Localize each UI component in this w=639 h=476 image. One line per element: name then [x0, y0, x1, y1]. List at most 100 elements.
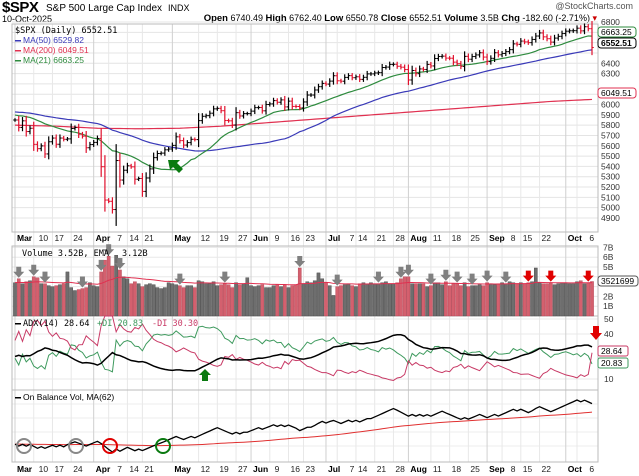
x-tick-label: 18 — [452, 233, 462, 243]
x-tick-label: 22 — [542, 233, 552, 243]
volume-bar — [271, 285, 276, 317]
x-tick-label: 10 — [39, 233, 49, 243]
price-tick-label: 5200 — [601, 182, 620, 192]
x-tick-label: 21 — [144, 464, 154, 474]
volume-bar — [586, 282, 591, 317]
volume-bar — [425, 286, 429, 317]
volume-bar — [282, 284, 287, 317]
volume-bar — [414, 283, 418, 317]
circle-green-icon — [155, 438, 171, 454]
volume-bar — [118, 269, 122, 317]
circle-gray-icon — [68, 438, 84, 454]
volume-bar — [470, 285, 474, 317]
volume-bar — [466, 286, 471, 317]
arrow-down-red-icon — [545, 270, 557, 282]
volume-bar — [541, 283, 546, 317]
x-tick-label: 28 — [395, 464, 405, 474]
volume-bar — [260, 284, 265, 317]
x-tick-label: 14 — [358, 233, 368, 243]
volume-bar — [489, 283, 493, 317]
volume-bar — [496, 283, 501, 317]
volume-bar — [578, 280, 583, 317]
x-tick-label: 28 — [395, 233, 405, 243]
x-tick-label: 11 — [433, 464, 442, 474]
arrow-down-gray-icon — [39, 271, 51, 283]
ma200-line — [14, 98, 593, 130]
x-tick-label: Aug — [410, 464, 427, 474]
panel-frame — [11, 389, 599, 463]
volume-tick-label: 2B — [603, 291, 614, 301]
volume-bar — [590, 281, 594, 317]
volume-bar — [84, 287, 88, 317]
volume-bar — [252, 286, 257, 317]
x-tick-label: 11 — [433, 233, 442, 243]
legend-ma50-swatch — [15, 40, 21, 42]
volume-bar — [447, 285, 452, 317]
arrow-green-icon — [168, 160, 183, 173]
legend-mdi: -DI 30.30 — [152, 319, 198, 329]
volume-bar — [35, 277, 40, 317]
low-value: 6550.78 — [345, 13, 379, 23]
volume-bar — [121, 276, 126, 317]
volume-bar — [387, 283, 392, 317]
x-tick-label: 6 — [589, 233, 594, 243]
adx-line — [14, 334, 593, 372]
volume-label: Volume — [444, 13, 478, 24]
open-value: 6740.49 — [230, 13, 264, 23]
legend-price: $SPX (Daily) 6552.51 — [15, 26, 117, 36]
arrow-down-gray-icon — [114, 257, 126, 269]
volume-bar — [125, 278, 130, 317]
volume-bar — [519, 282, 523, 317]
x-tick-label: 6 — [589, 464, 594, 474]
volume-bar — [500, 282, 504, 317]
volume-bar — [429, 285, 433, 317]
arrow-down-gray-icon — [402, 264, 414, 276]
price-tick-label: 5100 — [601, 192, 620, 202]
volume-bar — [155, 287, 160, 317]
minus-di-line — [14, 315, 593, 381]
legend-ma50: MA(50) 6529.82 — [23, 35, 84, 45]
volume-bar — [151, 284, 156, 317]
x-tick-label: 7 — [117, 233, 122, 243]
volume-bar — [327, 285, 332, 317]
volume-bar — [312, 280, 317, 317]
plus-di-line — [14, 325, 593, 373]
volume-bar — [80, 288, 85, 317]
volume-bar — [301, 283, 306, 317]
obv-line — [14, 399, 593, 453]
x-tick-label: Jun — [253, 464, 268, 474]
legend-obv-swatch — [15, 397, 21, 399]
volume-bar — [410, 283, 414, 317]
volume-bar — [432, 282, 437, 317]
volume-bar — [533, 267, 538, 317]
x-tick-label: Oct — [568, 464, 582, 474]
arrow-down-gray-icon — [76, 276, 88, 288]
volume-bar — [140, 286, 145, 317]
volume-bar — [204, 283, 208, 317]
volume-bar — [309, 282, 313, 317]
x-tick-label: 8 — [511, 464, 516, 474]
x-tick-label: 7 — [350, 233, 355, 243]
chart-date: 10-Oct-2025 — [2, 14, 53, 24]
price-tick-label: 5700 — [601, 130, 620, 140]
value-tags: 6663.25 6552.51 6049.51 3521699 28.64 20… — [597, 26, 639, 369]
volume-tick-label: 6B — [603, 252, 614, 262]
volume-bar — [215, 285, 220, 317]
tag-volume: 3521699 — [601, 276, 634, 286]
price-tick-label: 6800 — [601, 17, 620, 27]
triangle-down-icon: ▾ — [592, 13, 597, 23]
instrument-name: S&P 500 Large Cap Index — [46, 3, 163, 14]
price-tick-label: 6400 — [601, 58, 620, 68]
volume-bar — [357, 283, 362, 317]
volume-bar — [24, 281, 29, 317]
price-tick-label: 6000 — [601, 100, 620, 110]
arrow-up-green-icon — [199, 369, 211, 381]
adx-tick-label: 50 — [604, 314, 614, 324]
volume-bar — [267, 287, 272, 317]
volume-bar — [537, 282, 542, 317]
volume-bar — [481, 285, 486, 317]
volume-bar — [582, 283, 587, 317]
volume-bar — [462, 282, 467, 317]
x-tick-label: 22 — [542, 464, 552, 474]
volume-bar — [73, 290, 77, 317]
